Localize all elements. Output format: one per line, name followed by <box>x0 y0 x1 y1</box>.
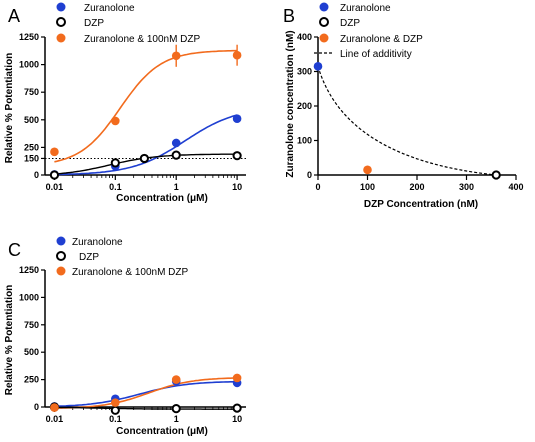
data-point-dzp <box>49 170 60 180</box>
y-tick-label: 400 <box>297 32 312 42</box>
data-point-combo <box>232 50 242 60</box>
panel-b-xlabel: DZP Concentration (nM) <box>364 199 478 210</box>
fit-curve-combo <box>54 377 238 409</box>
data-point-zur <box>232 114 242 123</box>
y-tick-label: 750 <box>24 320 39 330</box>
legend-marker-zuranolone <box>319 2 329 12</box>
x-tick-label: 0.01 <box>46 414 64 424</box>
data-point-combo <box>171 375 181 384</box>
panel-letter-b: B <box>283 6 295 26</box>
y-tick-label: 300 <box>297 67 312 77</box>
x-tick-label: 200 <box>409 182 424 192</box>
line-of-additivity <box>317 66 497 176</box>
fit-curve-combo <box>54 49 238 163</box>
legend-label-zuranolone: Zuranolone <box>340 3 391 14</box>
legend-marker-zuranolone <box>56 236 66 246</box>
legend-marker-dzp <box>56 251 66 261</box>
y-tick-label: 0 <box>34 402 39 412</box>
y-tick-label: 250 <box>24 375 39 385</box>
x-tick-label: 0 <box>315 182 320 192</box>
x-tick-label: 0.1 <box>109 182 122 192</box>
y-tick-label: 1000 <box>19 292 39 302</box>
data-point-dzp <box>139 153 149 164</box>
fit-curve-zuranolone <box>54 114 238 176</box>
panel-b-plot: 0 100 200 300 400 0 100 200 300 400 <box>297 32 524 192</box>
legend-label-combo: Zuranolone & DZP <box>340 34 423 45</box>
legend-label-zuranolone: Zuranolone <box>72 237 123 248</box>
data-point-combo <box>363 165 372 175</box>
panel-c-ylabel: Relative % Potentiation <box>4 285 15 396</box>
data-point-dzp <box>110 158 120 168</box>
panel-letter-c: C <box>8 240 21 260</box>
y-tick-label: 150 <box>24 153 39 163</box>
legend-marker-dzp <box>56 17 66 27</box>
y-tick-label: 500 <box>24 115 39 125</box>
data-point-dzp <box>232 403 242 413</box>
data-point-dzp <box>232 151 242 161</box>
legend-label-dzp: DZP <box>84 18 104 29</box>
y-tick-label: 250 <box>24 142 39 152</box>
x-tick-label: 0.01 <box>46 182 64 192</box>
legend-label-dzp: DZP <box>340 18 360 29</box>
x-tick-label: 100 <box>360 182 375 192</box>
y-tick-label: 500 <box>24 347 39 357</box>
legend-marker-combo <box>56 33 66 43</box>
x-tick-label: 300 <box>459 182 474 192</box>
data-point-combo <box>50 147 59 157</box>
data-point-dzp <box>491 170 501 180</box>
y-tick-label: 1000 <box>19 60 39 70</box>
legend-marker-combo <box>56 266 66 276</box>
panel-a-ylabel: Relative % Potentiation <box>4 53 15 164</box>
y-tick-label: 0 <box>34 170 39 180</box>
data-point-combo <box>111 398 120 407</box>
x-tick-label: 400 <box>508 182 523 192</box>
legend-label-zuranolone: Zuranolone <box>84 3 135 14</box>
panel-c-xlabel: Concentration (μM) <box>116 426 208 437</box>
legend-marker-zuranolone <box>56 2 66 12</box>
x-tick-label: 0.1 <box>109 414 122 424</box>
legend-label-additivity: Line of additivity <box>340 49 412 60</box>
x-tick-label: 1 <box>174 414 179 424</box>
panel-c-legend: Zuranolone DZP Zuranolone & 100nM DZP <box>56 236 189 278</box>
legend-label-combo: Zuranolone & 100nM DZP <box>84 34 201 45</box>
data-point-combo <box>232 373 242 383</box>
y-tick-label: 0 <box>307 170 312 180</box>
panel-b-ylabel: Zuranolone concentration (nM) <box>285 30 296 177</box>
data-point-dzp <box>171 150 181 160</box>
panel-a-xlabel: Concentration (μM) <box>116 193 208 204</box>
data-point-combo <box>50 403 59 412</box>
y-tick-label: 200 <box>297 101 312 111</box>
fit-curve-zuranolone <box>54 380 238 408</box>
data-point-combo <box>111 116 120 126</box>
y-tick-label: 100 <box>297 136 312 146</box>
panel-c-plot: 0 250 500 750 1000 1250 0.01 0.1 1 10 <box>19 265 246 424</box>
legend-label-combo: Zuranolone & 100nM DZP <box>72 267 189 278</box>
data-point-zuranolone <box>313 62 323 71</box>
y-tick-label: 1250 <box>19 32 39 42</box>
x-tick-label: 10 <box>232 182 242 192</box>
x-tick-label: 10 <box>232 414 242 424</box>
y-tick-label: 1250 <box>19 265 39 275</box>
panel-b-legend: Zuranolone DZP Zuranolone & DZP Line of … <box>314 2 423 60</box>
data-point-combo <box>171 51 181 61</box>
panel-letter-a: A <box>8 6 20 26</box>
legend-marker-dzp <box>319 17 329 27</box>
x-tick-label: 1 <box>174 182 179 192</box>
data-point-zur <box>171 138 181 148</box>
legend-marker-combo <box>319 33 329 43</box>
y-tick-label: 750 <box>24 87 39 97</box>
data-point-dzp <box>171 404 181 414</box>
legend-label-dzp: DZP <box>79 252 99 263</box>
data-point-dzp <box>110 405 120 415</box>
panel-a-legend: Zuranolone DZP Zuranolone & 100nM DZP <box>56 2 201 45</box>
fit-curve-dzp <box>54 406 238 410</box>
